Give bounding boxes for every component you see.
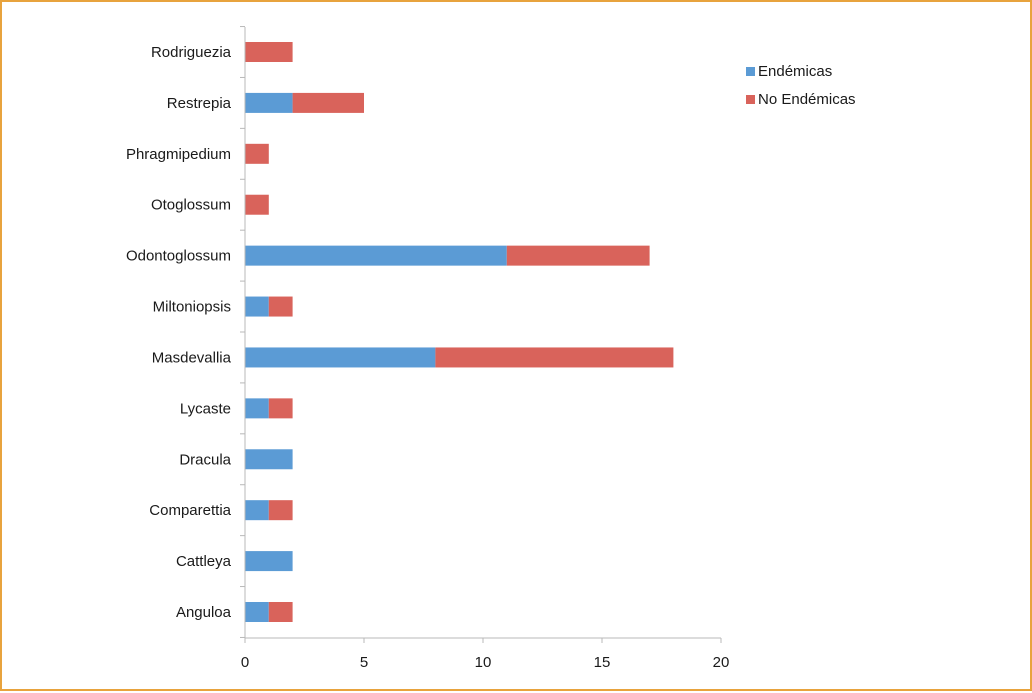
bar-restrepia-no-endemicas — [292, 92, 364, 113]
bar-anguloa-endemicas — [245, 602, 269, 622]
bar-dracula-endemicas — [245, 449, 293, 470]
category-label: Phragmipedium — [126, 146, 231, 163]
bar-odontoglossum-no-endemicas — [506, 245, 650, 266]
x-tick-label: 10 — [475, 654, 492, 671]
axes-layer — [240, 26, 721, 639]
category-label: Anguloa — [176, 604, 232, 621]
category-label: Dracula — [179, 451, 231, 468]
legend-label-endemicas: Endémicas — [758, 63, 832, 80]
category-label: Miltoniopsis — [153, 299, 231, 316]
category-label: Cattleya — [176, 553, 232, 570]
x-tick-label: 15 — [594, 654, 611, 671]
x-tick-label: 0 — [241, 654, 249, 671]
bar-phragmipedium-no-endemicas — [245, 143, 269, 164]
bar-miltoniopsis-endemicas — [245, 296, 269, 317]
legend: Endémicas No Endémicas — [746, 63, 856, 108]
category-labels: Anguloa Cattleya Comparettia Dracula Lycaste… — [126, 44, 232, 621]
legend-swatch-endemicas — [746, 67, 755, 76]
bar-otoglossum-no-endemicas — [245, 194, 269, 215]
bar-rodriguezia-no-endemicas — [245, 42, 293, 62]
category-label: Lycaste — [180, 400, 231, 417]
category-label: Otoglossum — [151, 197, 231, 214]
bar-lycaste-endemicas — [245, 398, 269, 419]
category-label: Comparettia — [149, 502, 231, 519]
x-tick-label: 5 — [360, 654, 368, 671]
category-label: Rodriguezia — [151, 44, 232, 61]
legend-label-no-endemicas: No Endémicas — [758, 91, 856, 108]
bar-odontoglossum-endemicas — [245, 245, 507, 266]
bar-anguloa-no-endemicas — [268, 602, 293, 622]
bar-lycaste-no-endemicas — [268, 398, 293, 419]
category-label: Masdevallia — [152, 349, 232, 366]
legend-swatch-no-endemicas — [746, 95, 755, 104]
bars-layer — [245, 42, 674, 622]
bar-masdevallia-endemicas — [245, 347, 436, 368]
bar-miltoniopsis-no-endemicas — [268, 296, 293, 317]
x-tick-label: 20 — [713, 654, 730, 671]
category-label: Odontoglossum — [126, 248, 231, 265]
bar-cattleya-endemicas — [245, 551, 293, 572]
x-axis-ticks: 0 5 10 15 20 — [241, 638, 730, 671]
bar-comparettia-no-endemicas — [268, 500, 293, 521]
bar-restrepia-endemicas — [245, 92, 293, 113]
category-label: Restrepia — [167, 95, 232, 112]
bar-comparettia-endemicas — [245, 500, 269, 521]
bar-masdevallia-no-endemicas — [435, 347, 674, 368]
